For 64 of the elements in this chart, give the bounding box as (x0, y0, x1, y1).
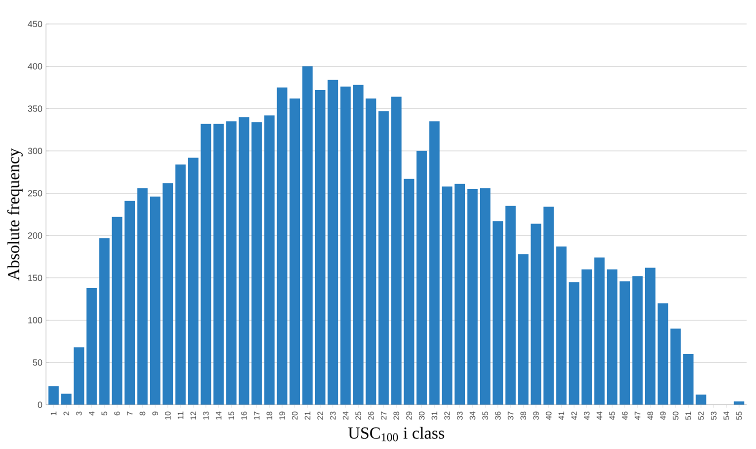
bar (530, 224, 542, 406)
bar (86, 288, 97, 406)
bar (594, 258, 605, 406)
bar (670, 328, 681, 406)
bar (353, 85, 364, 406)
bar (366, 98, 376, 406)
bar (264, 116, 275, 406)
bar (124, 201, 135, 406)
y-tick-label: 200 (28, 232, 42, 239)
y-tick-label: 450 (28, 21, 42, 28)
bar (416, 151, 427, 406)
bar (48, 386, 59, 406)
bar (404, 179, 414, 406)
bar (442, 186, 452, 406)
bar (175, 164, 186, 406)
bar (276, 88, 288, 406)
bar (188, 158, 198, 406)
bar (454, 184, 466, 406)
bar (645, 268, 656, 406)
y-tick-label: 400 (28, 63, 42, 70)
bar (61, 394, 72, 406)
bar (606, 270, 618, 406)
y-tick-label: 50 (32, 360, 42, 366)
bar (137, 188, 148, 406)
bar (391, 97, 402, 406)
x-axis-title: USC$_{100}$ i class (348, 427, 444, 442)
bar (582, 270, 592, 406)
bar (162, 183, 174, 406)
bar (518, 254, 528, 406)
bar (251, 122, 262, 406)
bar (150, 196, 160, 406)
bar (696, 394, 706, 406)
bar (74, 347, 84, 406)
bar (492, 221, 504, 406)
bar (429, 122, 440, 406)
bar (314, 90, 326, 406)
bar (632, 276, 643, 406)
bar (467, 189, 478, 406)
bar (238, 117, 250, 406)
bar (213, 124, 224, 406)
bar (480, 188, 490, 406)
bar (302, 66, 313, 406)
bar (556, 246, 567, 406)
bar (290, 98, 300, 406)
bar (568, 282, 580, 406)
bar (378, 111, 389, 406)
bar (683, 354, 694, 406)
y-tick-label: 100 (28, 317, 42, 324)
bar (99, 238, 110, 406)
bar (620, 281, 630, 406)
y-tick-label: 150 (28, 274, 42, 282)
y-tick-label: 250 (28, 190, 42, 197)
y-axis-title: Absolute frequency (7, 148, 23, 281)
bar (200, 124, 212, 406)
bar (226, 122, 237, 406)
bar (340, 86, 351, 406)
y-tick-label: 300 (28, 148, 42, 154)
bar (543, 207, 554, 406)
bar (112, 217, 122, 406)
y-tick-label: 350 (28, 106, 42, 112)
y-tick-label: 0 (38, 402, 42, 408)
bar (658, 303, 668, 406)
bar (505, 206, 516, 406)
bar (328, 80, 338, 406)
